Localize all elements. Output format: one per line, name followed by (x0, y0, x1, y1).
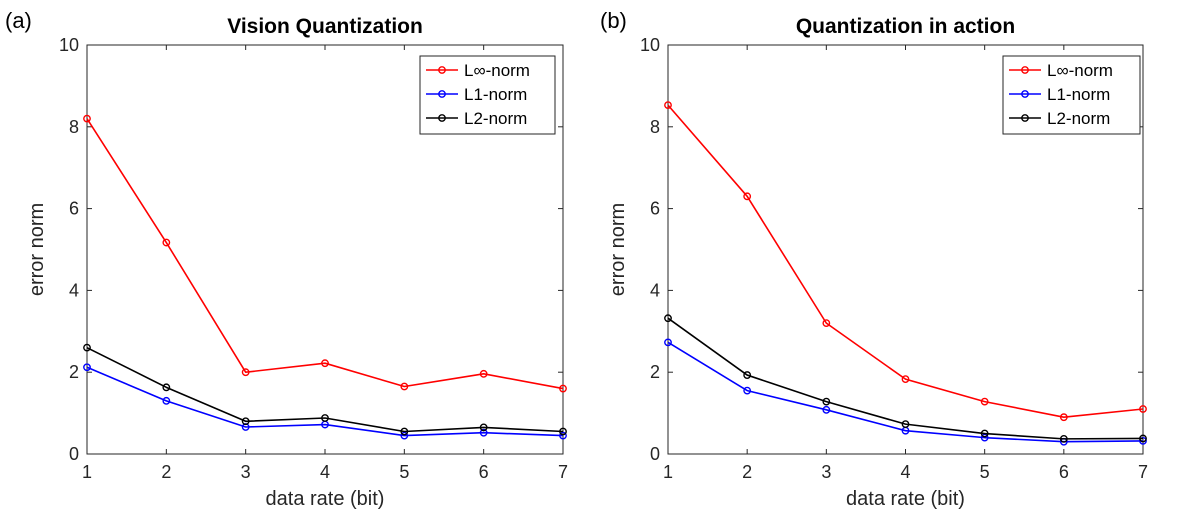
data-point (321, 359, 329, 368)
y-tick-label: 10 (59, 35, 79, 55)
y-tick-label: 6 (650, 199, 660, 219)
legend-swatch-marker (1021, 90, 1029, 98)
legend-entry-label: L2-norm (464, 109, 527, 128)
x-tick-label: 7 (558, 462, 568, 482)
data-point (162, 238, 171, 247)
data-point (1059, 434, 1068, 443)
data-point (162, 396, 171, 405)
chart-title: Quantization in action (796, 15, 1015, 38)
x-axis-label: data rate (bit) (846, 488, 965, 510)
x-tick-label: 5 (980, 462, 990, 482)
data-point (400, 431, 409, 440)
data-point (743, 192, 752, 201)
data-point (980, 433, 989, 442)
data-point (83, 363, 91, 372)
y-tick-label: 0 (69, 444, 79, 464)
panel-tag: (a) (5, 8, 32, 33)
data-point (901, 375, 910, 384)
y-tick-label: 2 (69, 362, 79, 382)
data-point (83, 114, 91, 123)
data-point (400, 382, 409, 391)
data-point (400, 427, 409, 436)
data-point (743, 371, 752, 379)
chart-panel-2: 1 2 3 4 5 6 7 0 2 4 6 8 10 data rate (bit) error norm Q… (600, 8, 1148, 510)
series-line-1 (667, 104, 1144, 418)
y-tick-label: 2 (650, 362, 660, 382)
data-point (664, 314, 672, 323)
x-tick-label: 7 (1138, 462, 1148, 482)
legend-entry-label: L1-norm (464, 85, 527, 104)
x-tick-label: 6 (479, 462, 489, 482)
data-point (162, 383, 171, 392)
data-point (479, 423, 488, 432)
y-tick-label: 10 (640, 35, 660, 55)
legend-swatch-marker (1021, 66, 1029, 74)
y-tick-label: 4 (650, 280, 660, 300)
data-point (479, 369, 488, 378)
series-line-2 (86, 366, 564, 437)
series-line-1 (86, 118, 564, 390)
x-tick-label: 3 (821, 462, 831, 482)
data-point (1139, 405, 1147, 413)
data-point (664, 338, 672, 347)
legend-swatch-marker (438, 114, 446, 122)
data-point (822, 405, 831, 414)
legend-entry-label: L2-norm (1047, 109, 1110, 128)
x-tick-label: 1 (663, 462, 673, 482)
legend-entry-label: L∞-norm (464, 61, 530, 80)
data-point (743, 386, 752, 395)
legend-swatch-marker (438, 66, 446, 74)
y-tick-label: 6 (69, 199, 79, 219)
x-tick-label: 4 (320, 462, 330, 482)
data-point (664, 101, 672, 110)
x-tick-label: 2 (161, 462, 171, 482)
data-point (241, 368, 250, 377)
data-point (822, 319, 831, 328)
data-point (559, 431, 567, 440)
data-point (901, 420, 910, 429)
y-tick-label: 8 (69, 117, 79, 137)
x-tick-label: 2 (742, 462, 752, 482)
chart-title: Vision Quantization (227, 15, 423, 38)
data-point (83, 343, 91, 352)
y-tick-label: 0 (650, 444, 660, 464)
data-point (321, 414, 329, 422)
data-point (559, 384, 567, 393)
data-point (479, 428, 488, 437)
legend-entry-label: L1-norm (1047, 85, 1110, 104)
chart-panel-1: 1 2 3 4 5 6 7 0 2 4 6 8 10 data rate (bit) error norm V… (5, 8, 568, 510)
x-tick-label: 3 (241, 462, 251, 482)
y-tick-label: 8 (650, 117, 660, 137)
x-axis-label: data rate (bit) (266, 488, 385, 510)
x-tick-label: 1 (82, 462, 92, 482)
y-tick-label: 4 (69, 280, 79, 300)
data-point (980, 397, 989, 406)
panel-tag: (b) (600, 8, 627, 33)
series-line-3 (86, 346, 564, 433)
data-point (559, 427, 567, 436)
data-point (1139, 437, 1147, 445)
data-point (980, 429, 989, 438)
data-point (241, 417, 250, 426)
legend-swatch-marker (1021, 114, 1029, 122)
data-point (1139, 434, 1147, 443)
series-line-3 (667, 317, 1144, 440)
data-point (1059, 413, 1068, 422)
x-tick-label: 6 (1059, 462, 1069, 482)
y-axis-label: error norm (26, 203, 48, 296)
data-point (822, 397, 831, 406)
x-tick-label: 5 (399, 462, 409, 482)
legend: L∞-norm L1-norm L2-norm (1002, 55, 1141, 135)
x-tick-label: 4 (900, 462, 910, 482)
legend-entry-label: L∞-norm (1047, 61, 1113, 80)
legend-swatch-marker (438, 90, 446, 98)
y-axis-label: error norm (607, 203, 629, 296)
legend: L∞-norm L1-norm L2-norm (419, 55, 556, 135)
